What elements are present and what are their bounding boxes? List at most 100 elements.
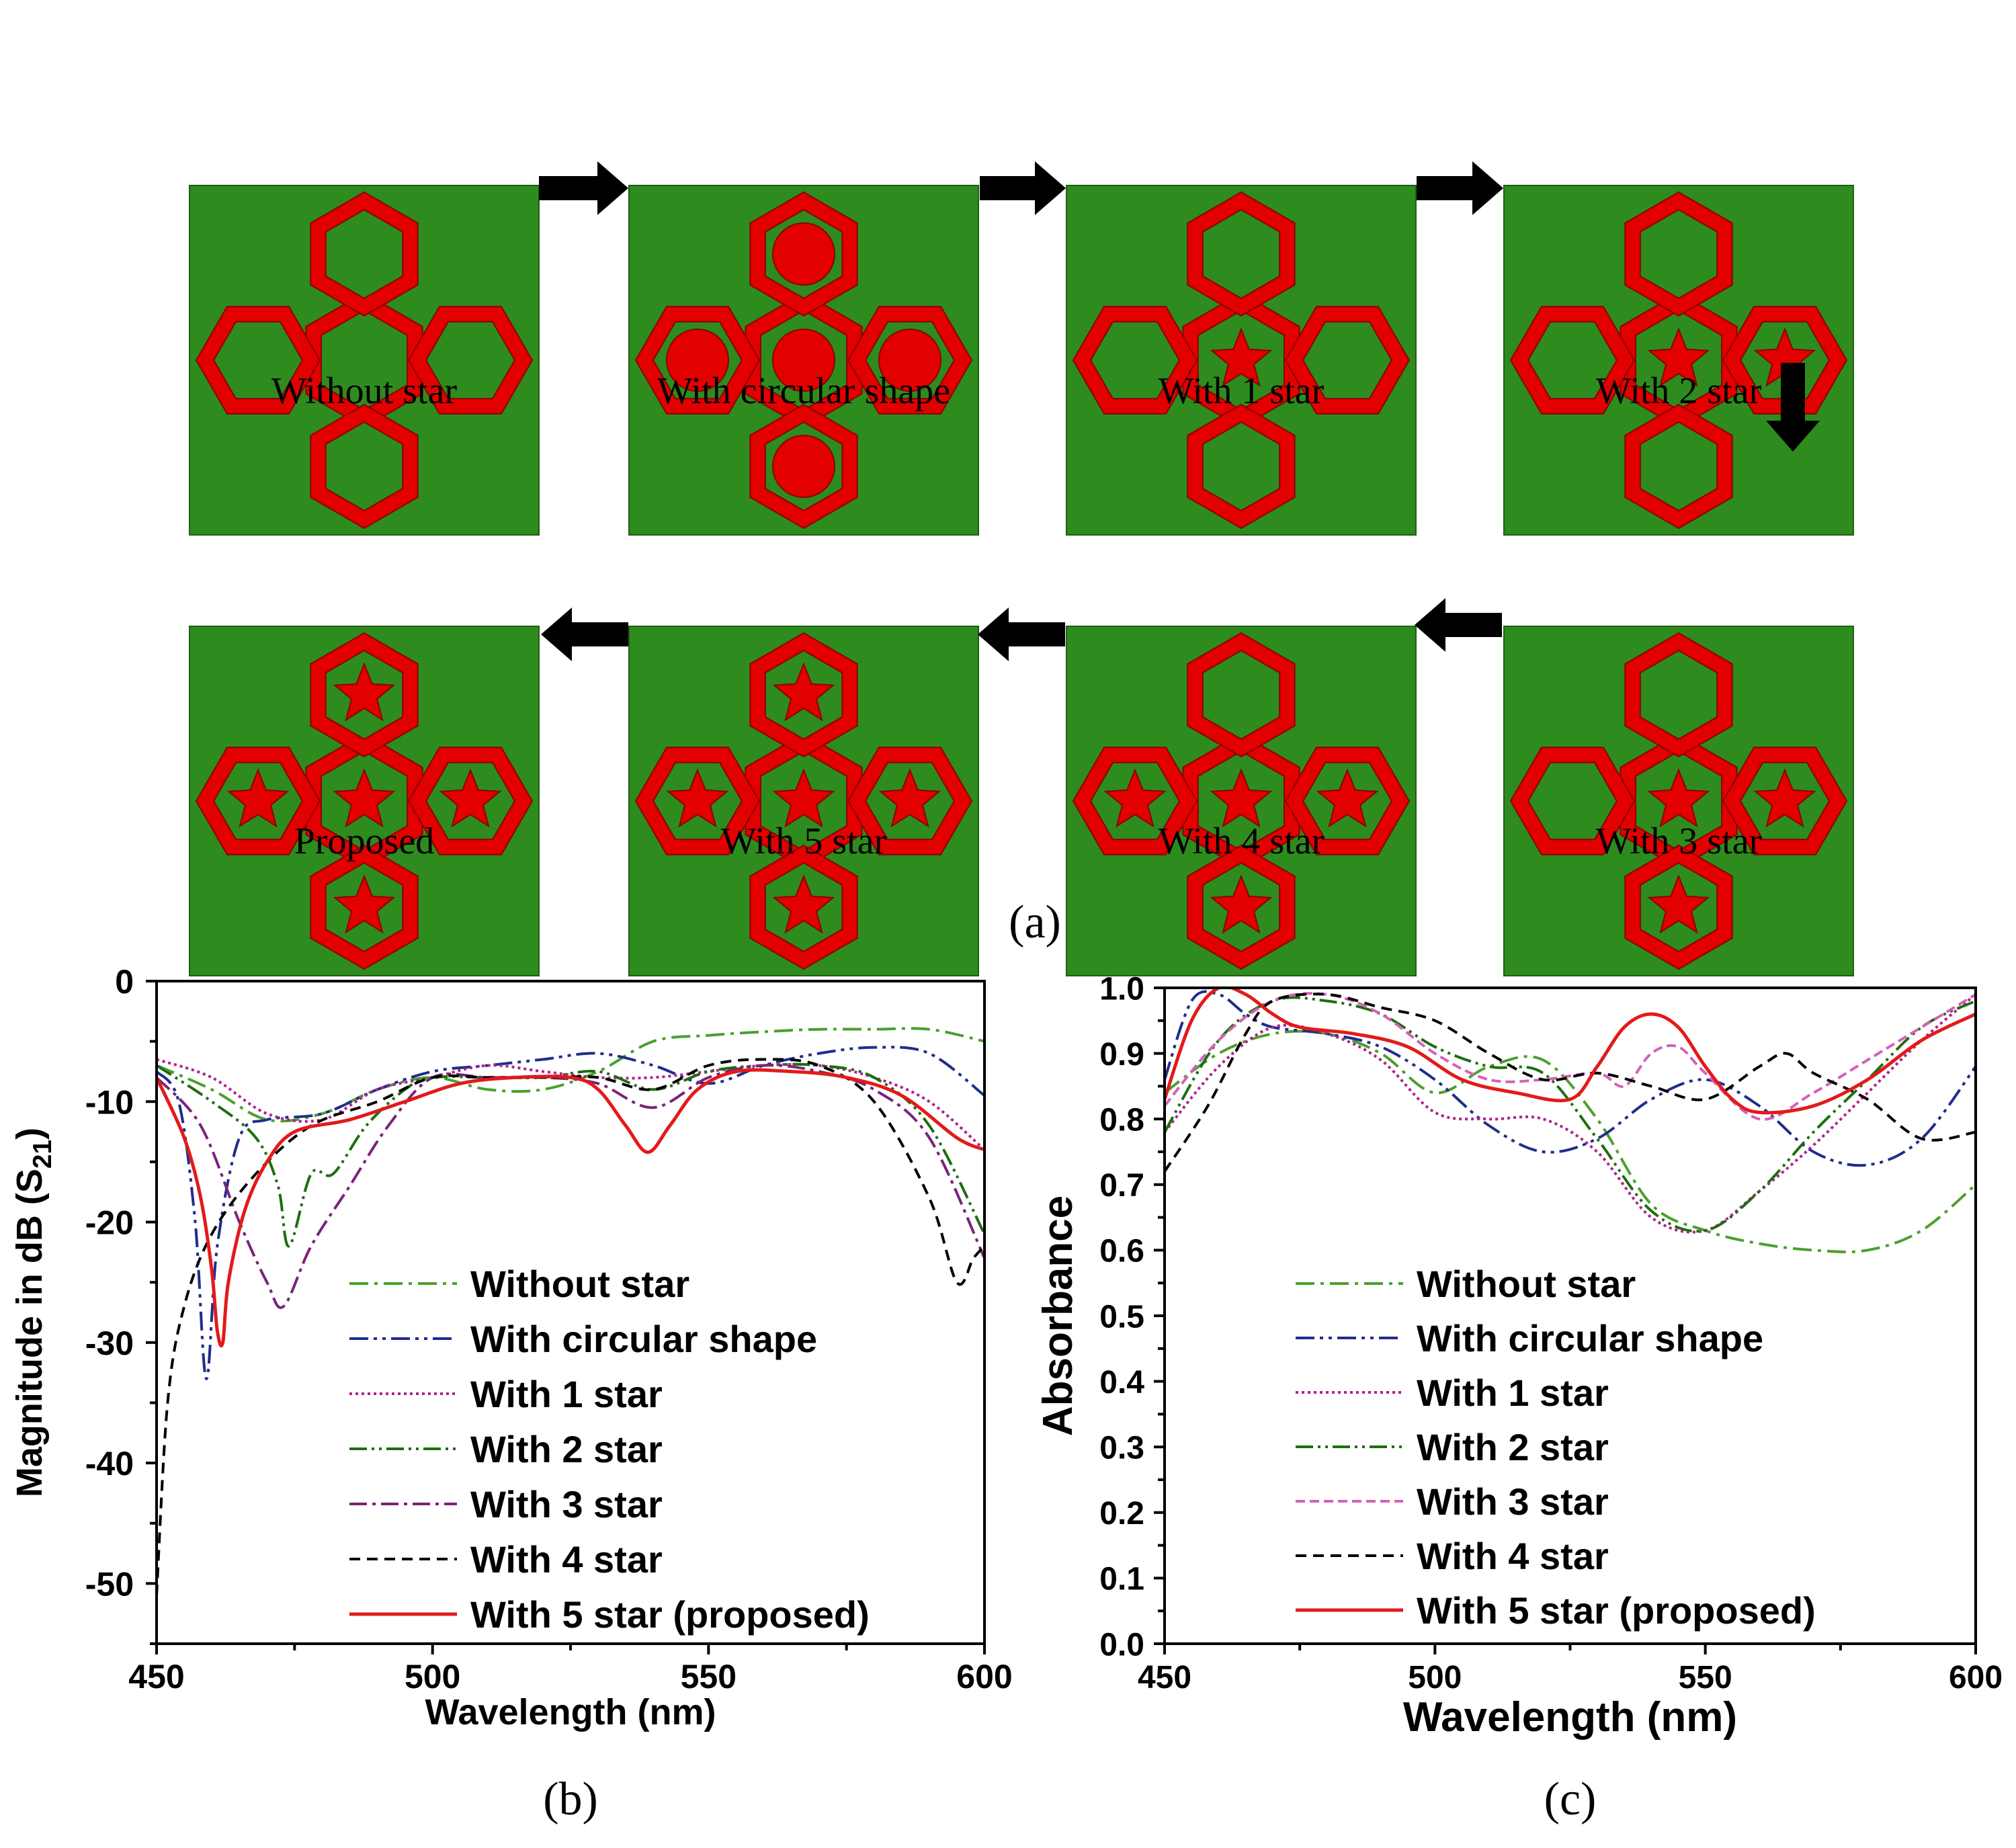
y-axis-label-main: Absorbance xyxy=(1035,1195,1081,1436)
center-star xyxy=(1647,768,1710,828)
left-star xyxy=(1103,768,1167,828)
legend-label: With circular shape xyxy=(470,1318,817,1360)
top-hex-inner xyxy=(1639,649,1718,741)
unit-cell: With 4 star xyxy=(1066,626,1417,976)
flow-arrow xyxy=(541,607,628,661)
bottom-star xyxy=(333,874,396,934)
y-axis-label: Absorbance xyxy=(1035,1195,1081,1436)
series-line xyxy=(1165,1030,1976,1253)
chart-b-s21: 450 500 550 600 0 -10 -20 -30 -40 -50 Wavelength (… xyxy=(9,963,1013,1825)
y-tick-label: -40 xyxy=(85,1445,134,1482)
center-star xyxy=(1210,768,1273,828)
cell-caption: With 4 star xyxy=(1159,821,1325,862)
left-hex-inner xyxy=(1527,321,1618,400)
y-axis-label-end: ) xyxy=(9,1128,50,1140)
bottom-circle xyxy=(772,435,835,498)
unit-cell: Without star xyxy=(189,185,540,536)
cell-caption: Proposed xyxy=(294,821,434,862)
x-tick-label: 500 xyxy=(405,1658,460,1695)
bottom-hex-inner xyxy=(1639,421,1718,512)
x-tick-label: 550 xyxy=(681,1658,737,1695)
flow-arrow xyxy=(980,161,1066,215)
center-star xyxy=(1210,327,1273,387)
x-tick-label: 450 xyxy=(128,1658,184,1695)
bottom-star xyxy=(1647,874,1710,934)
x-tick-label: 600 xyxy=(956,1658,1012,1695)
y-tick-label: 0 xyxy=(115,963,134,1001)
cell-caption: With circular shape xyxy=(657,370,950,412)
series-group xyxy=(157,1027,984,1596)
cell-caption: With 3 star xyxy=(1596,821,1762,862)
series-line xyxy=(157,1046,984,1380)
unit-cell: With 2 star xyxy=(1503,185,1854,536)
x-axis-label: Wavelength (nm) xyxy=(1403,1694,1737,1740)
cell-caption: With 2 star xyxy=(1596,370,1762,412)
legend: Without star With circular shape With 1 st… xyxy=(1296,1263,1816,1632)
y-tick-label: 0.5 xyxy=(1099,1299,1144,1335)
legend-label: Without star xyxy=(470,1263,689,1305)
left-star xyxy=(666,768,729,828)
x-tick-label: 450 xyxy=(1138,1660,1191,1695)
legend-label: With 2 star xyxy=(1417,1426,1609,1468)
top-hex-inner xyxy=(1639,208,1718,300)
right-star xyxy=(1316,768,1379,828)
right-star xyxy=(439,768,502,828)
top-hex-inner xyxy=(1202,649,1281,741)
series-line xyxy=(1165,990,1976,1167)
series-line xyxy=(157,1027,984,1123)
legend-label: With 4 star xyxy=(1417,1535,1609,1577)
series-line xyxy=(1165,988,1976,1115)
unit-cell: With 3 star xyxy=(1503,626,1854,976)
bottom-hex-inner xyxy=(325,421,404,512)
center-star xyxy=(772,768,835,828)
y-tick-label: 0.6 xyxy=(1099,1234,1144,1269)
unit-cell: With circular shape xyxy=(628,185,979,536)
x-tick-label: 550 xyxy=(1679,1660,1732,1695)
y-tick-label: 0.1 xyxy=(1099,1562,1144,1597)
legend-label: With 3 star xyxy=(1417,1480,1609,1523)
y-tick-label: 0.9 xyxy=(1099,1037,1144,1073)
y-tick-label: 0.0 xyxy=(1099,1627,1144,1663)
y-tick-label: 0.7 xyxy=(1099,1168,1144,1204)
right-circle xyxy=(878,329,941,392)
cell-caption: With 5 star xyxy=(721,821,887,862)
top-star xyxy=(333,662,396,722)
right-star xyxy=(878,768,941,828)
y-tick-label: 0.2 xyxy=(1099,1496,1144,1531)
unit-cell: With 1 star xyxy=(1066,185,1417,536)
x-tick-label: 500 xyxy=(1408,1660,1462,1695)
legend: Without star With circular shape With 1 st… xyxy=(349,1263,870,1636)
panel-label: (b) xyxy=(543,1773,598,1825)
bottom-hex-inner xyxy=(1202,421,1281,512)
y-tick-label: -30 xyxy=(85,1325,134,1362)
top-hex-inner xyxy=(325,208,404,300)
cell-caption: Without star xyxy=(271,370,457,412)
legend-label: With 3 star xyxy=(470,1483,663,1525)
y-tick-label: -50 xyxy=(85,1565,134,1603)
right-hex-inner xyxy=(1302,321,1393,400)
panel-a-arrows xyxy=(539,161,1820,661)
unit-cell: With 5 star xyxy=(628,626,979,976)
panel-a-label: (a) xyxy=(1009,896,1061,948)
unit-cell: Proposed xyxy=(189,626,540,976)
y-axis-label-main: Magnitude in dB (S xyxy=(9,1169,50,1497)
y-tick-label: -20 xyxy=(85,1204,134,1242)
bottom-star xyxy=(772,874,835,934)
top-star xyxy=(772,662,835,722)
top-hex-inner xyxy=(1202,208,1281,300)
series-line xyxy=(157,1058,984,1151)
legend-label: With 5 star (proposed) xyxy=(1417,1589,1816,1632)
y-tick-label: -10 xyxy=(85,1083,134,1121)
y-tick-label: 0.8 xyxy=(1099,1102,1144,1138)
y-tick-label: 0.4 xyxy=(1099,1365,1144,1400)
top-circle xyxy=(772,222,835,286)
legend-label: With 5 star (proposed) xyxy=(470,1593,870,1636)
right-hex-inner xyxy=(425,321,516,400)
center-star xyxy=(333,768,396,828)
legend-label: With circular shape xyxy=(1417,1317,1763,1359)
series-line xyxy=(157,1062,984,1248)
center-circle xyxy=(772,329,835,392)
left-star xyxy=(226,768,290,828)
series-line xyxy=(157,1068,984,1348)
